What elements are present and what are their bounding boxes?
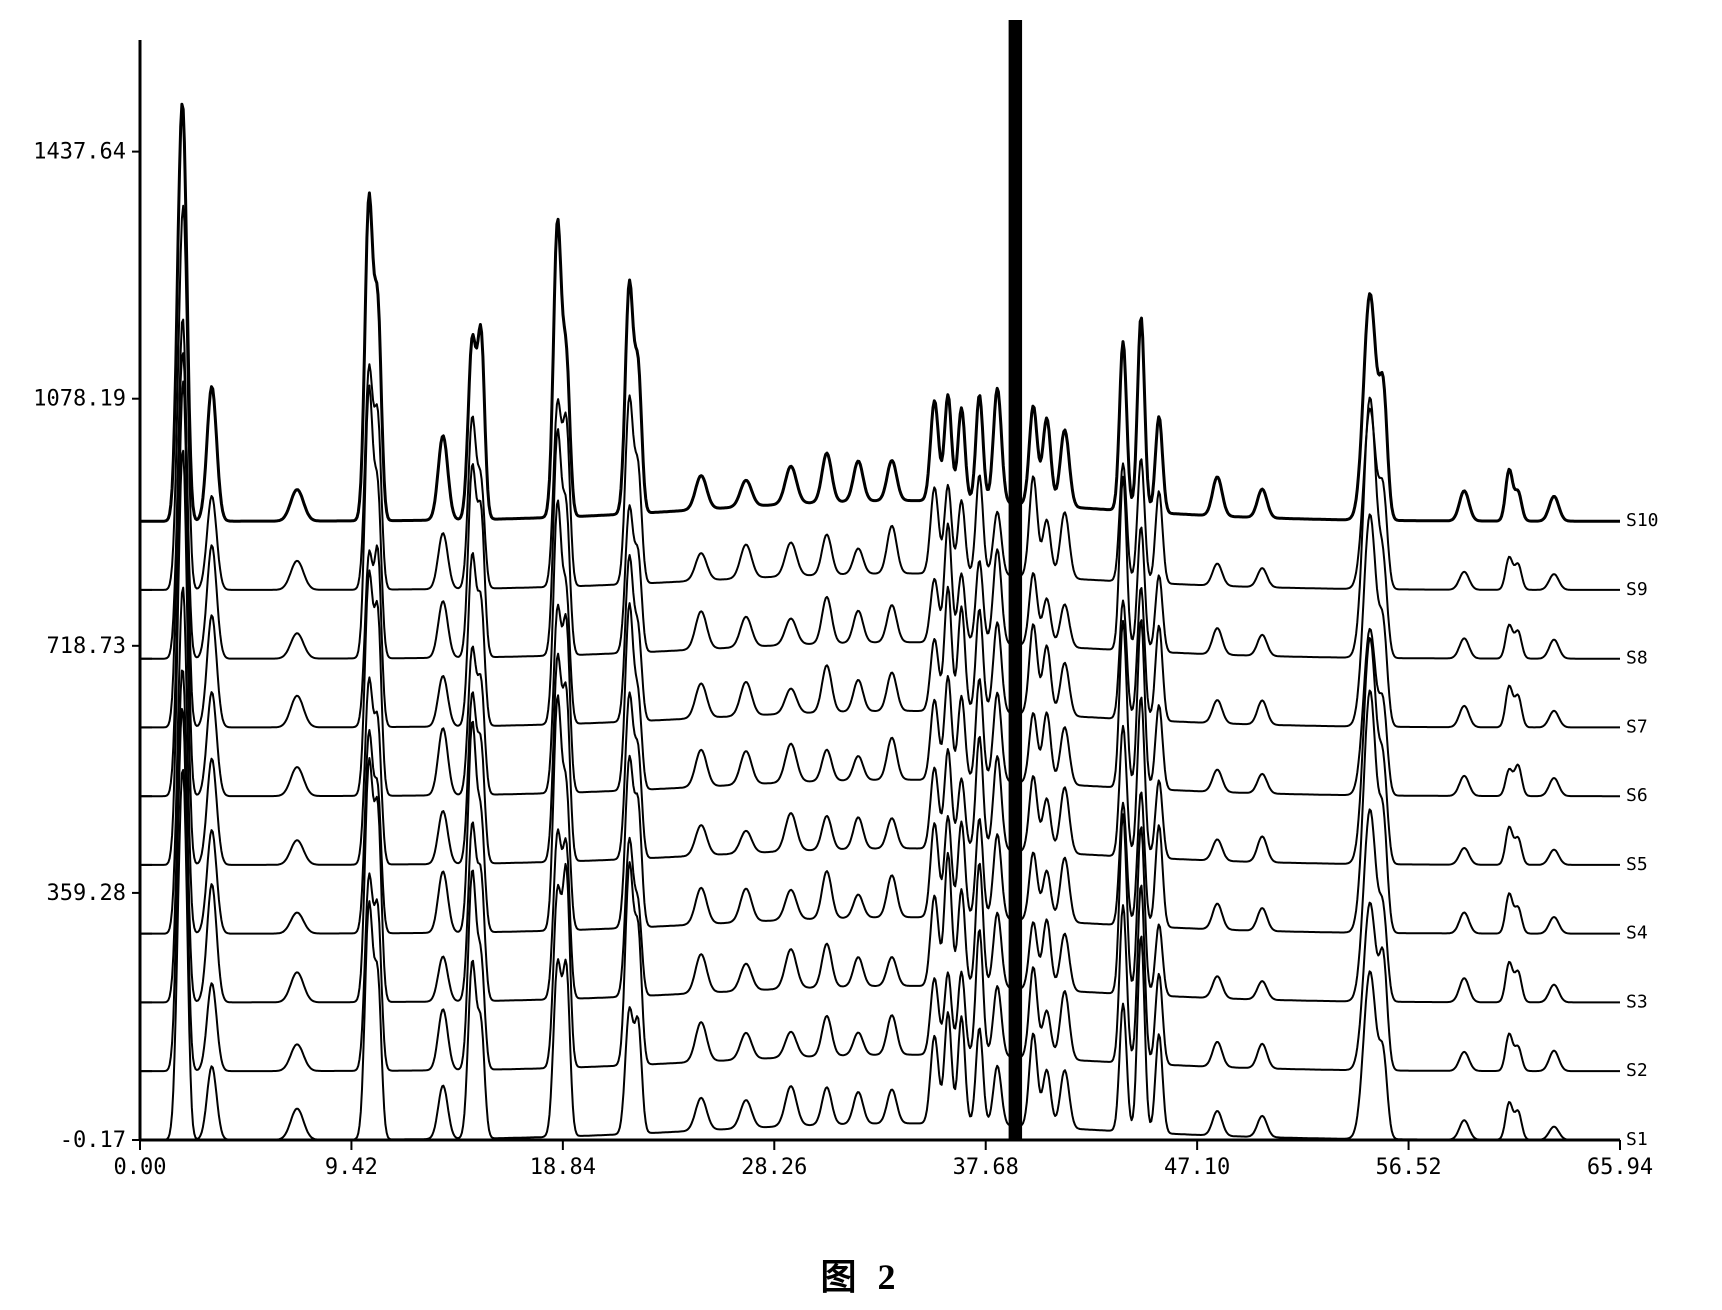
svg-text:28.26: 28.26 <box>741 1155 807 1180</box>
svg-text:359.28: 359.28 <box>47 881 126 906</box>
svg-text:56.52: 56.52 <box>1375 1155 1441 1180</box>
svg-text:0.00: 0.00 <box>114 1155 167 1180</box>
svg-text:-0.17: -0.17 <box>60 1128 126 1153</box>
figure-caption-text: 图 2 <box>820 1257 901 1297</box>
svg-text:S2: S2 <box>1626 1060 1648 1081</box>
svg-text:S10: S10 <box>1626 510 1659 531</box>
svg-text:1437.64: 1437.64 <box>33 140 126 165</box>
svg-text:37.68: 37.68 <box>953 1155 1019 1180</box>
svg-text:S9: S9 <box>1626 579 1648 600</box>
svg-text:S7: S7 <box>1626 716 1648 737</box>
svg-text:S3: S3 <box>1626 991 1648 1012</box>
svg-text:718.73: 718.73 <box>47 634 126 659</box>
svg-text:S8: S8 <box>1626 648 1648 669</box>
svg-text:9.42: 9.42 <box>325 1155 378 1180</box>
svg-text:1078.19: 1078.19 <box>33 387 126 412</box>
figure-caption: 图 2 <box>0 1248 1722 1300</box>
svg-text:S5: S5 <box>1626 854 1648 875</box>
svg-text:S1: S1 <box>1626 1129 1648 1150</box>
chromatogram-svg: 0.00 9.42 18.84 28.26 37.68 47.10 56.52 65.94 -0… <box>20 20 1702 1220</box>
svg-text:65.94: 65.94 <box>1587 1155 1653 1180</box>
svg-text:47.10: 47.10 <box>1164 1155 1230 1180</box>
svg-text:S4: S4 <box>1626 923 1648 944</box>
svg-text:18.84: 18.84 <box>530 1155 596 1180</box>
chromatogram-chart: 0.00 9.42 18.84 28.26 37.68 47.10 56.52 65.94 -0… <box>20 20 1702 1220</box>
svg-text:S6: S6 <box>1626 785 1648 806</box>
